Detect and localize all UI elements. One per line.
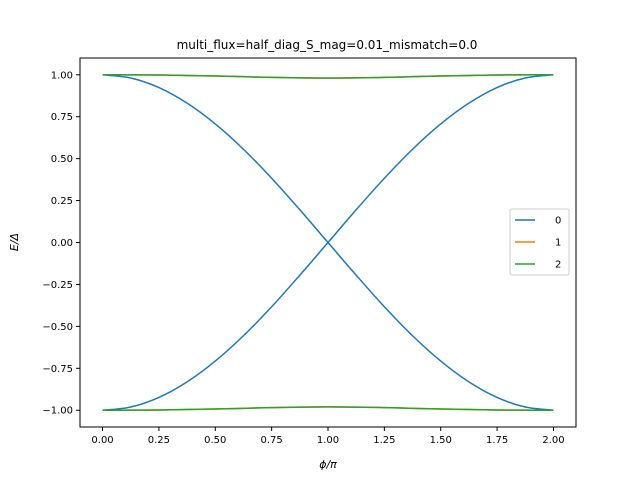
y-tick-label: −0.50 [42,322,73,333]
y-tick-label: −0.25 [42,280,73,291]
legend-box [509,208,570,276]
x-tick-label: 1.50 [430,435,452,446]
legend-label-1: 1 [555,238,561,249]
x-tick-label: 1.00 [317,435,339,446]
legend-label-0: 0 [555,216,561,227]
y-tick-label: 0.25 [51,196,73,207]
x-tick-label: 0.25 [148,435,170,446]
y-tick-label: 0.50 [51,154,73,165]
y-tick-label: −1.00 [42,406,73,417]
x-tick-label: 0.50 [204,435,226,446]
x-tick-label: 0.00 [91,435,113,446]
x-tick-label: 0.75 [261,435,283,446]
y-tick-label: −0.75 [42,364,73,375]
y-tick-label: 0.00 [51,238,73,249]
x-tick-label: 1.75 [486,435,508,446]
series-2-line [102,406,554,411]
legend-label-2: 2 [555,260,561,271]
legend: 0 1 2 [509,208,570,276]
plot-lines [102,74,554,411]
y-tick-label: 1.00 [51,70,73,81]
y-tick-label: 0.75 [51,112,73,123]
series-2-line [102,74,554,79]
x-tick-label: 1.25 [373,435,395,446]
y-axis-label: E/Δ [8,233,21,251]
x-axis-label: ϕ/π [319,458,337,471]
series-0-line [102,74,554,411]
x-tick-label: 2.00 [542,435,564,446]
chart-title: multi_flux=half_diag_S_mag=0.01_mismatch… [177,38,478,52]
y-axis-ticks: −1.00 −0.75 −0.50 −0.25 0.00 0.25 0.50 0.75 1.00 [42,70,80,417]
x-axis-ticks: 0.00 0.25 0.50 0.75 1.00 1.25 1.50 1.75 2.00 [91,427,565,446]
